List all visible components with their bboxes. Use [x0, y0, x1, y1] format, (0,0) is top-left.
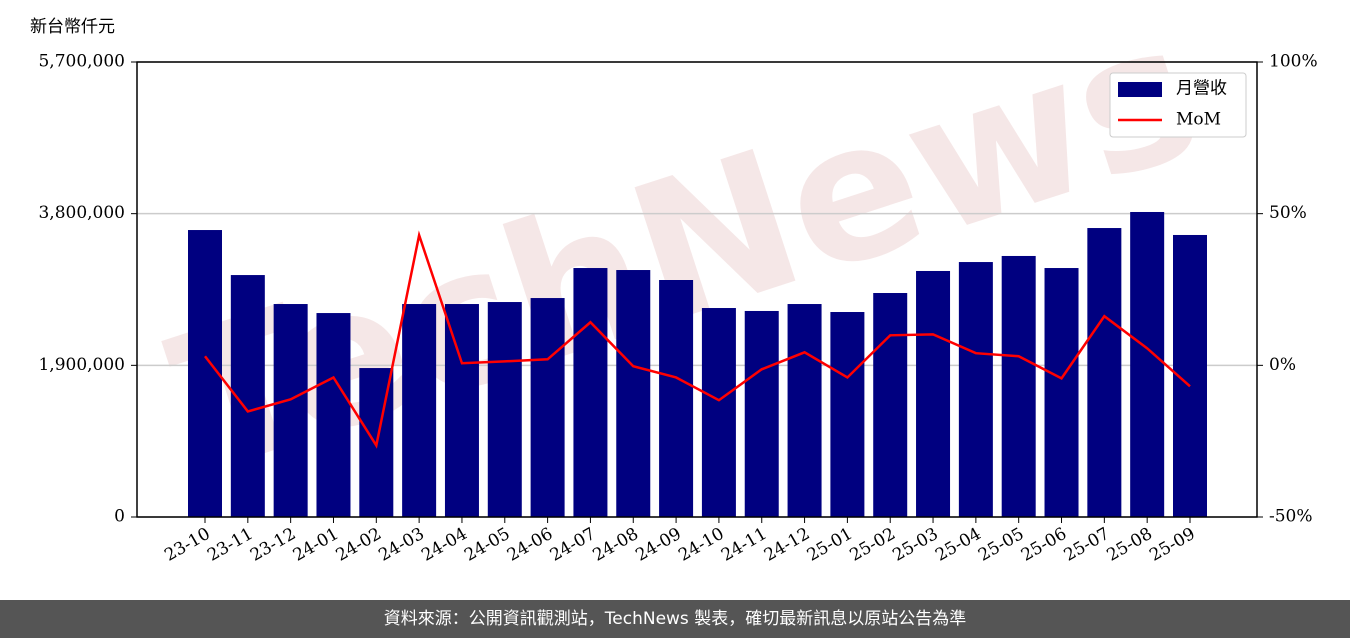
x-tick-label: 24-08	[590, 524, 642, 566]
bar	[316, 313, 351, 517]
y-unit-label: 新台幣仟元	[30, 17, 115, 37]
x-tick-label: 25-03	[889, 524, 941, 566]
legend-swatch	[1118, 82, 1162, 97]
bar	[273, 304, 308, 517]
bar	[1001, 255, 1036, 517]
x-tick-label: 24-04	[418, 524, 470, 566]
x-tick-label: 24-06	[504, 524, 556, 566]
bar	[487, 302, 522, 517]
x-tick-label: 25-05	[975, 524, 1027, 566]
x-tick-label: 24-10	[675, 524, 727, 566]
y-tick-label: 1,900,000	[38, 355, 125, 375]
y2-tick-label: 50%	[1269, 203, 1307, 223]
footer-bar	[0, 600, 1350, 638]
y-tick-label: 5,700,000	[38, 52, 125, 72]
x-tick-label: 25-08	[1103, 524, 1155, 566]
x-tick-label: 24-05	[461, 524, 513, 566]
bar	[916, 270, 951, 517]
bar	[701, 308, 736, 517]
bar	[958, 262, 993, 517]
footer: 資料來源：公開資訊觀測站，TechNews 製表，確切最新訊息以原站公告為準	[384, 609, 966, 629]
legend-label: 月營收	[1176, 79, 1227, 99]
x-tick-label: 24-12	[761, 524, 813, 566]
plot-frame	[136, 61, 1258, 518]
bar	[1130, 211, 1165, 517]
bar	[1087, 228, 1122, 517]
x-tick-label: 24-01	[290, 524, 342, 566]
bar	[530, 298, 565, 517]
x-tick-label: 25-01	[804, 524, 856, 566]
bar	[873, 293, 908, 517]
bar	[616, 270, 651, 517]
legend-label: MoM	[1176, 110, 1221, 130]
bar	[188, 230, 222, 517]
x-tick-label: 25-02	[847, 524, 899, 566]
y2-tick-label: 0%	[1269, 355, 1296, 375]
x-tick-label: 23-11	[204, 524, 256, 566]
x-tick-label: 25-04	[932, 524, 984, 566]
x-tick-label: 24-07	[547, 524, 599, 566]
x-tick-label: 25-09	[1146, 524, 1198, 566]
y2-tick-label: -50%	[1269, 507, 1313, 527]
x-tick-label: 23-10	[161, 524, 213, 566]
bar	[659, 280, 694, 517]
bar	[444, 304, 479, 517]
bar	[744, 310, 779, 517]
bar	[402, 304, 437, 517]
x-tick-label: 24-11	[718, 524, 770, 566]
x-tick-label: 24-02	[333, 524, 385, 566]
bar	[787, 304, 822, 517]
y-tick-label: 3,800,000	[38, 203, 125, 223]
x-tick-label: 23-12	[247, 524, 299, 566]
bar	[573, 268, 608, 517]
line	[204, 230, 1191, 449]
x-tick-label: 25-06	[1018, 524, 1070, 566]
x-tick-label: 24-03	[375, 524, 427, 566]
x-tick-label: 25-07	[1061, 524, 1113, 566]
x-tick-label: 24-09	[632, 524, 684, 566]
bar	[1044, 268, 1079, 517]
y2-tick-label: 100%	[1269, 52, 1318, 72]
bar	[830, 312, 865, 517]
y-tick-label: 0	[114, 507, 125, 527]
